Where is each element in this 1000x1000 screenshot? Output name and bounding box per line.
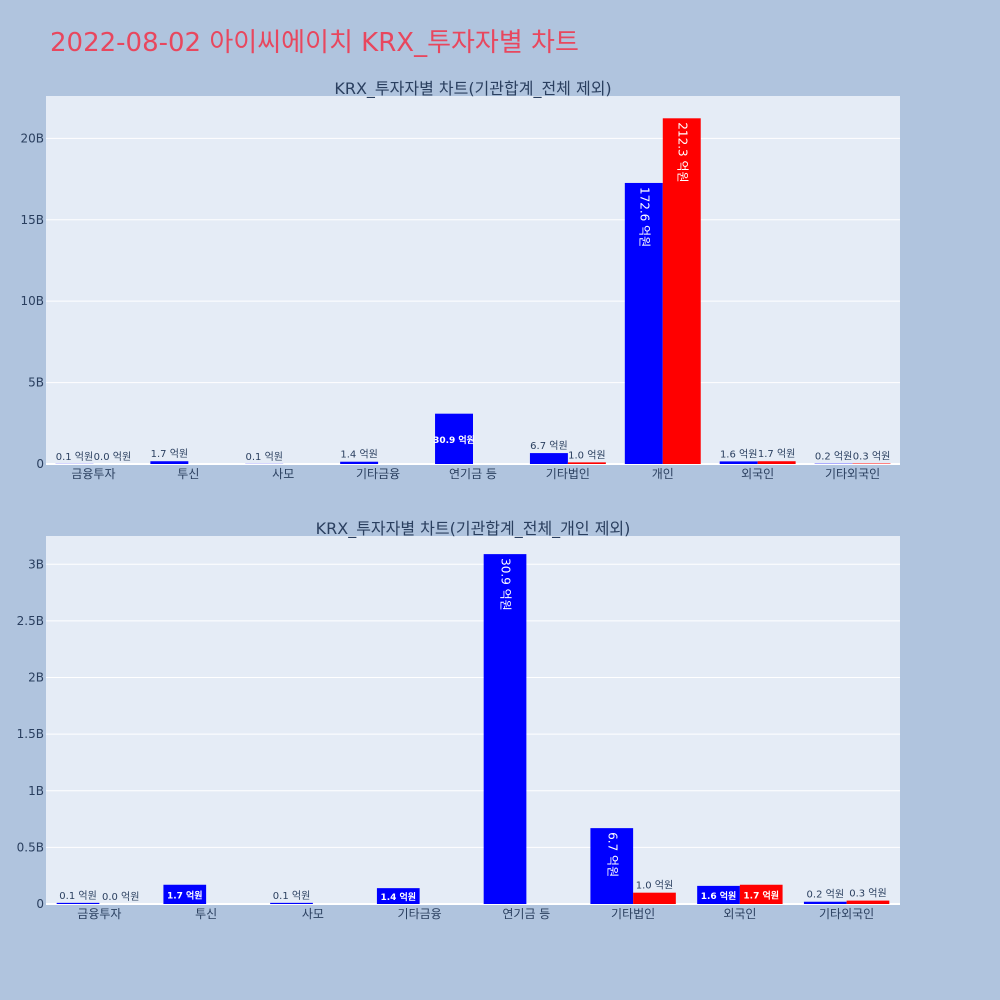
y-tick-label: 0.5B: [17, 840, 44, 854]
data-label: 6.7 억원: [605, 832, 619, 877]
x-tick-label: 기타외국인: [825, 467, 880, 481]
y-tick-label: 2.5B: [17, 614, 44, 628]
bar: [340, 461, 379, 464]
data-label: 1.6 억원: [720, 448, 757, 460]
y-tick-label: 15B: [20, 213, 44, 227]
bar: [846, 900, 890, 904]
data-label: 6.7 억원: [530, 440, 567, 452]
y-tick-label: 5B: [28, 376, 44, 390]
data-label: 0.1 억원: [246, 451, 283, 463]
data-label: 30.9 억원: [433, 434, 475, 446]
data-label: 0.0 억원: [102, 891, 139, 903]
chart-2: 0 0.5B 1B 1.5B 2B 2.5B 3B KRX_투자자별 차트(기관합계_전체_개…: [17, 519, 900, 921]
x-tick-label: 금융투자: [71, 467, 115, 481]
bar: [567, 462, 606, 464]
y-tick-label: 0: [36, 457, 44, 471]
data-label: 1.4 억원: [380, 891, 416, 903]
data-label: 0.3 억원: [853, 451, 890, 463]
data-label: 1.7 억원: [151, 448, 188, 460]
x-tick-label: 외국인: [741, 467, 774, 481]
data-label: 1.7 억원: [758, 448, 795, 460]
x-tick-label: 투신: [195, 907, 217, 921]
data-label: 0.1 억원: [273, 890, 310, 902]
chart-title: KRX_투자자별 차트(기관합계_전체_개인 제외): [316, 519, 631, 539]
plot-area: [46, 536, 900, 904]
data-label: 1.7 억원: [743, 889, 779, 901]
x-tick-label: 개인: [652, 467, 674, 481]
y-tick-label: 3B: [28, 557, 44, 571]
x-tick-label: 외국인: [723, 907, 756, 921]
bar: [483, 554, 527, 904]
x-tick-label: 기타법인: [546, 467, 590, 481]
x-tick-label: 연기금 등: [502, 907, 550, 921]
plot-area: [46, 96, 900, 464]
data-label: 0.2 억원: [807, 889, 844, 901]
y-tick-label: 10B: [20, 294, 44, 308]
bar: [739, 884, 783, 904]
y-tick-label: 20B: [20, 131, 44, 145]
x-tick-label: 기타법인: [611, 907, 655, 921]
x-tick-label: 기타외국인: [819, 907, 874, 921]
data-label: 0.1 억원: [59, 890, 96, 902]
data-label: 1.6 억원: [701, 890, 737, 902]
data-label: 30.9 억원: [499, 558, 513, 611]
page-title: 2022-08-02 아이씨에이치 KRX_투자자별 차트: [50, 28, 579, 58]
x-tick-label: 금융투자: [77, 907, 121, 921]
chart-title: KRX_투자자별 차트(기관합계_전체 제외): [334, 79, 611, 99]
data-label: 1.0 억원: [568, 449, 605, 461]
data-label: 212.3 억원: [675, 122, 689, 182]
bar: [150, 461, 189, 464]
x-tick-label: 사모: [272, 467, 294, 481]
y-tick-label: 1B: [28, 784, 44, 798]
data-label: 0.1 억원: [56, 451, 93, 463]
bar: [590, 828, 634, 904]
bar: [163, 884, 207, 904]
y-tick-label: 1.5B: [17, 727, 44, 741]
bar: [56, 902, 100, 904]
bar: [697, 885, 740, 904]
data-label: 0.0 억원: [94, 451, 131, 463]
bar: [803, 901, 847, 904]
bar: [757, 461, 796, 464]
bar: [376, 888, 420, 904]
x-tick-label: 투신: [177, 467, 199, 481]
x-tick-label: 연기금 등: [449, 467, 497, 481]
bar: [270, 902, 313, 904]
x-tick-label: 기타금융: [356, 467, 400, 481]
x-tick-label: 사모: [302, 907, 324, 921]
bar: [633, 892, 676, 904]
data-label: 1.4 억원: [340, 449, 377, 461]
data-label: 0.3 억원: [849, 888, 886, 900]
data-label: 1.7 억원: [167, 889, 203, 901]
y-tick-label: 0: [36, 897, 44, 911]
bar: [719, 461, 758, 464]
bar: [662, 118, 701, 464]
data-label: 0.2 억원: [815, 451, 852, 463]
x-tick-label: 기타금융: [398, 907, 442, 921]
chart-1: 0 5B 10B 15B 20B KRX_투자자별 차트(기관합계_전체 제외) 금융투자 0…: [20, 79, 900, 481]
bar: [529, 453, 568, 464]
y-tick-label: 2B: [28, 671, 44, 685]
bar: [624, 182, 663, 464]
data-label: 172.6 억원: [637, 187, 651, 247]
data-label: 1.0 억원: [636, 880, 673, 892]
bar: [435, 413, 473, 464]
